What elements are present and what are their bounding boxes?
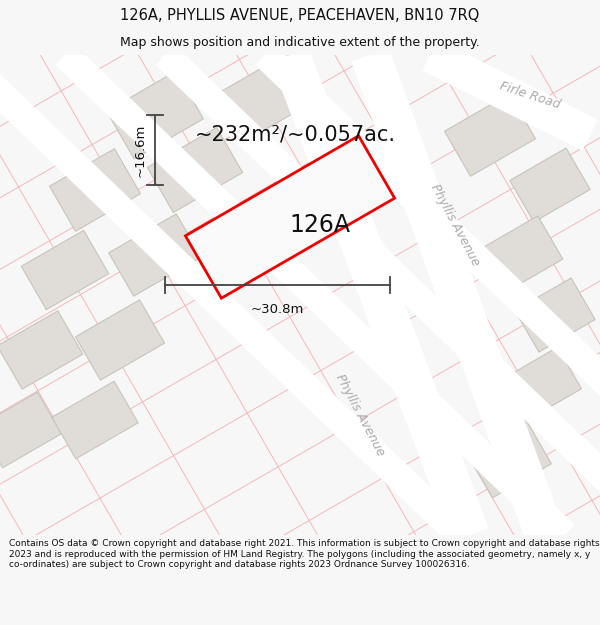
Polygon shape	[22, 231, 109, 309]
Polygon shape	[351, 48, 564, 542]
Polygon shape	[76, 300, 164, 380]
Polygon shape	[50, 149, 140, 231]
Polygon shape	[0, 45, 470, 545]
Polygon shape	[499, 348, 581, 423]
Text: Map shows position and indicative extent of the property.: Map shows position and indicative extent…	[120, 36, 480, 49]
Polygon shape	[445, 94, 535, 176]
Polygon shape	[155, 45, 600, 545]
Polygon shape	[422, 39, 598, 151]
Polygon shape	[0, 311, 83, 389]
Polygon shape	[477, 216, 563, 294]
Text: Contains OS data © Crown copyright and database right 2021. This information is : Contains OS data © Crown copyright and d…	[9, 539, 599, 569]
Text: Phyllis Avenue: Phyllis Avenue	[333, 372, 387, 458]
Polygon shape	[109, 214, 201, 296]
Polygon shape	[271, 48, 489, 542]
Text: ~30.8m: ~30.8m	[251, 303, 304, 316]
Text: ~232m²/~0.057ac.: ~232m²/~0.057ac.	[194, 125, 395, 145]
Polygon shape	[510, 148, 590, 222]
Text: 126A, PHYLLIS AVENUE, PEACEHAVEN, BN10 7RQ: 126A, PHYLLIS AVENUE, PEACEHAVEN, BN10 7…	[121, 8, 479, 23]
Text: Phyllis Avenue: Phyllis Avenue	[428, 182, 482, 268]
Polygon shape	[515, 278, 595, 352]
Polygon shape	[52, 381, 138, 459]
Polygon shape	[469, 422, 551, 498]
Polygon shape	[0, 392, 61, 468]
Polygon shape	[148, 127, 242, 212]
Polygon shape	[185, 136, 395, 298]
Polygon shape	[55, 45, 575, 545]
Text: 126A: 126A	[290, 213, 350, 237]
Text: ~16.6m: ~16.6m	[134, 123, 147, 177]
Text: Firle Road: Firle Road	[498, 79, 562, 111]
Polygon shape	[256, 45, 600, 545]
Polygon shape	[107, 71, 203, 159]
Polygon shape	[217, 49, 323, 141]
